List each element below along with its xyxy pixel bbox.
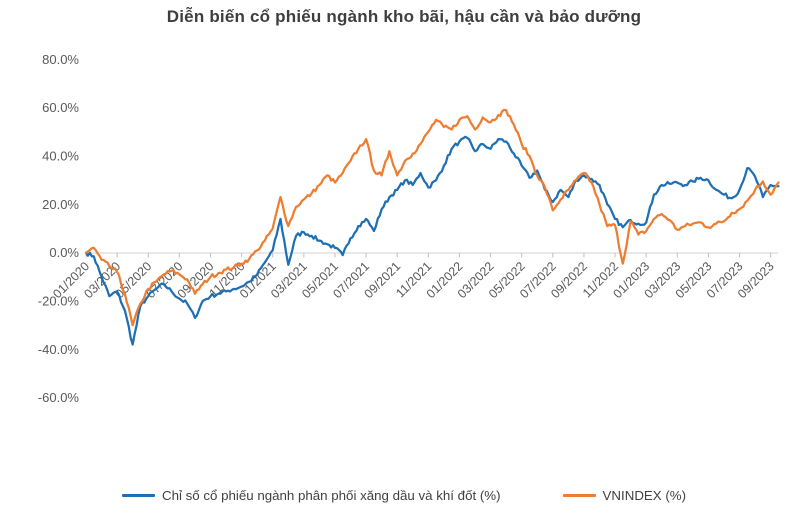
y-tick-label: -60.0% [38,390,80,405]
series-line-gas-index [84,135,780,346]
y-tick-label: 60.0% [42,100,79,115]
y-tick-label: 80.0% [42,52,79,67]
legend-item-vnindex: VNINDEX (%) [562,488,687,503]
y-tick-label: 20.0% [42,197,79,212]
chart-legend: Chỉ số cổ phiếu ngành phân phối xăng dầu… [0,488,808,503]
legend-line-swatch-vnindex [562,494,596,497]
y-tick-label: -40.0% [38,342,80,357]
legend-label-vnindex: VNINDEX (%) [602,488,687,503]
y-tick-label: 40.0% [42,149,79,164]
series-line-vnindex [84,108,780,327]
y-tick-label: -20.0% [38,294,80,309]
legend-item-gas-index: Chỉ số cổ phiếu ngành phân phối xăng dầu… [121,488,501,503]
chart-title: Diễn biến cổ phiếu ngành kho bãi, hậu cầ… [166,7,642,26]
y-tick-label: 0.0% [49,245,79,260]
legend-line-swatch-gas-index [121,494,155,497]
legend-label-gas-index: Chỉ số cổ phiếu ngành phân phối xăng dầu… [161,488,501,503]
